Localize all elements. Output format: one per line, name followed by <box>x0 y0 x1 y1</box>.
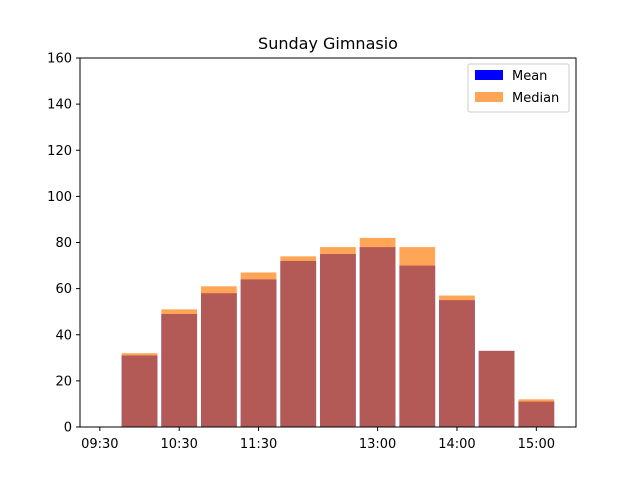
x-tick-label: 10:30 <box>160 437 197 452</box>
x-tick-label: 15:00 <box>518 437 555 452</box>
bar-median-1400 <box>439 295 475 427</box>
legend-swatch-median <box>475 92 503 102</box>
y-tick-label: 80 <box>55 236 72 251</box>
x-tick-label: 09:30 <box>81 437 118 452</box>
bar-median-1030 <box>161 309 198 427</box>
legend-label-mean: Mean <box>512 69 547 84</box>
bars-group <box>121 237 555 427</box>
y-tick-label: 160 <box>47 52 72 67</box>
y-tick-label: 100 <box>47 190 72 205</box>
y-tick-label: 40 <box>55 328 72 343</box>
bar-median-1330 <box>399 247 436 427</box>
chart-title: Sunday Gimnasio <box>258 34 398 53</box>
x-axis: 09:30 10:30 11:30 13:00 14:00 15:00 <box>81 427 555 452</box>
y-tick-label: 0 <box>64 421 72 436</box>
x-tick-label: 11:30 <box>240 437 277 452</box>
legend-label-median: Median <box>512 91 559 106</box>
bar-median-1000 <box>121 353 158 427</box>
x-tick-label: 13:00 <box>359 437 396 452</box>
bar-median-1500 <box>518 399 555 427</box>
legend-swatch-mean <box>475 70 503 80</box>
x-tick-label: 14:00 <box>438 437 475 452</box>
y-axis: 0 20 40 60 80 100 120 140 160 <box>47 52 80 436</box>
bar-median-1130 <box>240 272 277 427</box>
legend: Mean Median <box>467 63 570 113</box>
bar-median-1230 <box>320 247 356 427</box>
y-tick-label: 120 <box>47 144 72 159</box>
bar-median-1300 <box>359 237 396 427</box>
bar-median-1200 <box>280 256 317 427</box>
y-tick-label: 60 <box>55 282 72 297</box>
y-tick-label: 140 <box>47 98 72 113</box>
bar-median-1100 <box>201 286 237 427</box>
y-tick-label: 20 <box>55 374 72 389</box>
bar-median-1430 <box>478 350 515 427</box>
